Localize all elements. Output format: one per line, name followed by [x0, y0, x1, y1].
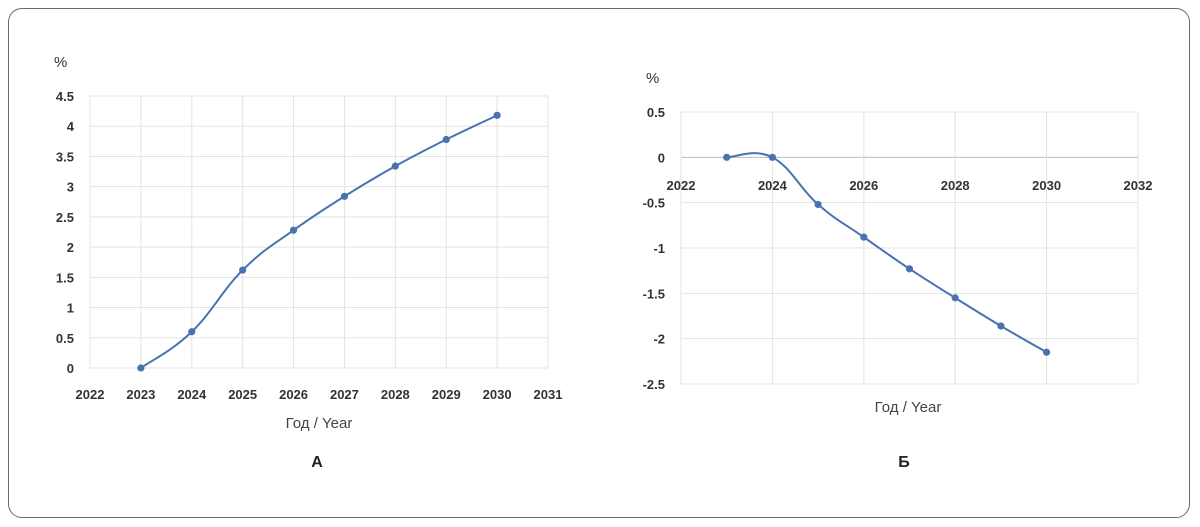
chartA-data-point	[239, 266, 247, 274]
chartA-y-tick-label: 2	[67, 240, 74, 255]
chartA-data-point	[188, 328, 196, 336]
chart-b-points	[723, 153, 1051, 356]
chartA-x-tick-label: 2031	[534, 387, 563, 402]
chartA-y-tick-label: 0.5	[56, 331, 74, 346]
chart-a-x-ticks: 2022 2023 2024 2025 2026 2027 2028 2029 2030 2031	[76, 387, 563, 402]
chart-b: 0.5 0 -0.5 -1 -1.5 -2 -2.5 2022 2024 2026 2028 203…	[643, 70, 1153, 471]
figure-frame	[8, 8, 1190, 518]
chartB-y-tick-label: -2	[653, 332, 665, 347]
chartA-y-tick-label: 1.5	[56, 270, 74, 285]
chartB-data-point	[814, 200, 822, 209]
chartB-x-tick-label: 2024	[758, 178, 788, 193]
chartA-y-tick-label: 4	[67, 119, 75, 134]
chartB-data-point	[997, 322, 1005, 330]
chart-a-panel-label: А	[311, 454, 323, 471]
chartA-y-tick-label: 2.5	[56, 210, 74, 225]
chart-a-ylabel: %	[54, 54, 67, 71]
chartB-data-point	[905, 265, 914, 273]
chartB-x-tick-label: 2030	[1032, 178, 1061, 193]
chartA-y-tick-label: 4.5	[56, 89, 74, 104]
chartA-x-tick-label: 2023	[126, 387, 155, 402]
chart-b-y-ticks: 0.5 0 -0.5 -1 -1.5 -2 -2.5	[643, 105, 665, 392]
chartB-y-tick-label: -1	[653, 241, 665, 256]
chartB-data-point	[1043, 348, 1051, 356]
chartB-y-tick-label: 0	[658, 150, 665, 165]
chartA-data-point	[493, 111, 501, 119]
chartA-data-point	[137, 364, 145, 372]
chart-b-x-ticks: 2022 2024 2026 2028 2030 2032	[667, 178, 1153, 193]
chartA-x-tick-label: 2026	[279, 387, 308, 402]
chartA-y-tick-label: 3	[67, 180, 74, 195]
chartA-x-tick-label: 2027	[330, 387, 359, 402]
chartA-data-point	[391, 162, 399, 170]
chart-b-ylabel: %	[646, 70, 659, 87]
chartA-x-tick-label: 2030	[483, 387, 512, 402]
chartA-x-tick-label: 2025	[228, 387, 257, 402]
chartA-y-tick-label: 0	[67, 361, 74, 376]
chart-a: 4.543.532.521.510.50 2022 2023 2024 2025 202…	[54, 54, 562, 471]
chartB-data-point	[768, 153, 777, 161]
chart-b-panel-label: Б	[898, 454, 910, 471]
chartB-x-tick-label: 2028	[941, 178, 970, 193]
chartB-x-tick-label: 2026	[849, 178, 878, 193]
chart-a-grid	[89, 95, 549, 369]
chartB-data-point	[860, 233, 868, 241]
chartA-x-tick-label: 2028	[381, 387, 410, 402]
chartA-x-tick-label: 2024	[177, 387, 207, 402]
chartB-data-point	[723, 153, 731, 161]
chartB-y-tick-label: -1.5	[643, 286, 665, 301]
chartB-y-tick-label: -0.5	[643, 196, 665, 211]
chartA-data-point	[289, 226, 298, 234]
chart-b-series-line	[726, 152, 1048, 354]
chartB-y-tick-label: 0.5	[647, 105, 665, 120]
chart-a-xlabel: Год / Year	[286, 415, 353, 432]
chartB-y-tick-label: -2.5	[643, 377, 665, 392]
chart-a-y-ticks: 4.5 4 3.5 3 2.5 2 1.5 1 0.5 0	[56, 89, 75, 376]
chartB-data-point	[951, 294, 959, 302]
chart-b-xlabel: Год / Year	[875, 399, 942, 416]
chart-a-series-line	[140, 114, 498, 369]
chartB-x-tick-label: 2032	[1124, 178, 1153, 193]
chartB-x-tick-label: 2022	[667, 178, 696, 193]
chartA-y-tick-label: 1	[67, 301, 74, 316]
chart-a-points	[137, 111, 501, 372]
chartA-data-point	[340, 192, 349, 200]
chartA-data-point	[442, 135, 450, 144]
chartA-x-tick-label: 2022	[76, 387, 105, 402]
chartA-x-tick-label: 2029	[432, 387, 461, 402]
chartA-y-tick-label: 3.5	[56, 149, 74, 164]
